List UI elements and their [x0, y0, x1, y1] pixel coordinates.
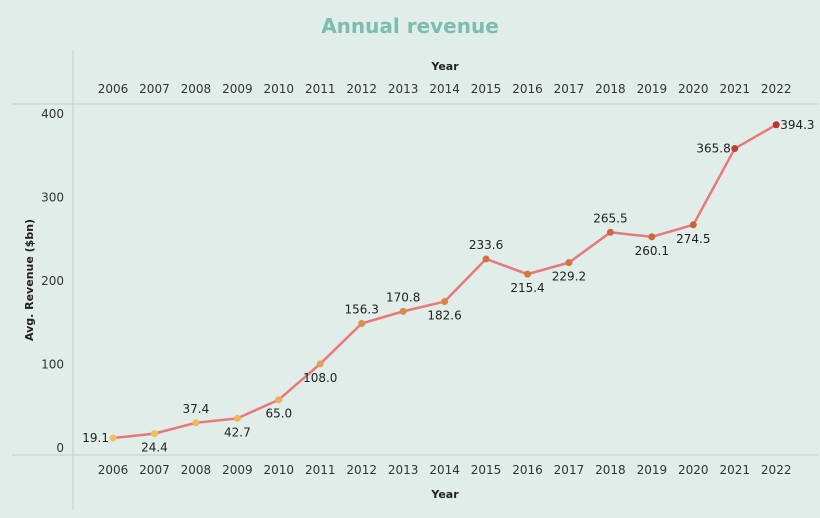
- x-tick-label-top: 2008: [181, 82, 212, 96]
- x-axis-title-bottom: Year: [430, 488, 459, 501]
- data-point: [150, 430, 158, 438]
- x-tick-label-top: 2014: [429, 82, 460, 96]
- data-point: [648, 233, 656, 241]
- chart-frame: [12, 50, 818, 510]
- data-point: [731, 145, 739, 153]
- data-point: [606, 228, 614, 236]
- x-tick-label-top: 2012: [346, 82, 377, 96]
- data-label: 394.3: [780, 118, 814, 132]
- x-tick-label-bottom: 2007: [139, 463, 170, 477]
- revenue-line: [112, 123, 777, 440]
- x-tick-label-bottom: 2022: [761, 463, 792, 477]
- data-point: [524, 270, 531, 278]
- x-tick-label-top: 2019: [637, 82, 668, 96]
- x-tick-label-bottom: 2011: [305, 463, 336, 477]
- x-axis-title-top: Year: [430, 60, 459, 73]
- data-point: [689, 221, 697, 229]
- x-tick-label-bottom: 2017: [554, 463, 585, 477]
- x-tick-label-top: 2017: [554, 82, 585, 96]
- series-line: [112, 123, 777, 440]
- data-point: [772, 121, 780, 129]
- y-tick-label: 200: [41, 274, 64, 288]
- x-tick-label-bottom: 2010: [264, 463, 295, 477]
- data-label: 108.0: [303, 371, 337, 385]
- data-label: 19.1: [82, 431, 109, 445]
- data-label: 182.6: [427, 309, 461, 323]
- x-tick-label-top: 2016: [512, 82, 543, 96]
- data-label: 233.6: [469, 238, 503, 252]
- x-tick-label-top: 2010: [264, 82, 295, 96]
- data-point: [316, 360, 324, 368]
- data-label: 265.5: [593, 211, 627, 225]
- data-label: 365.8: [696, 142, 730, 156]
- data-label: 260.1: [635, 244, 669, 258]
- y-tick-label: 100: [41, 358, 64, 372]
- x-tick-label-top: 2018: [595, 82, 626, 96]
- data-point: [482, 255, 490, 263]
- data-label: 37.4: [183, 402, 210, 416]
- data-point: [192, 419, 200, 427]
- x-tick-label-top: 2013: [388, 82, 419, 96]
- y-tick-label: 0: [56, 441, 64, 455]
- x-tick-label-bottom: 2020: [678, 463, 709, 477]
- x-tick-label-bottom: 2016: [512, 463, 543, 477]
- data-point: [358, 319, 366, 327]
- y-tick-label: 400: [41, 107, 64, 121]
- x-tick-label-bottom: 2009: [222, 463, 253, 477]
- series-points: [109, 121, 780, 442]
- data-point: [399, 307, 407, 315]
- x-tick-label-top: 2021: [719, 82, 750, 96]
- x-tick-label-top: 2022: [761, 82, 792, 96]
- x-tick-label-bottom: 2019: [637, 463, 668, 477]
- x-tick-label-bottom: 2006: [98, 463, 129, 477]
- x-tick-label-bottom: 2012: [346, 463, 377, 477]
- data-point: [441, 298, 449, 306]
- data-label: 215.4: [510, 281, 544, 295]
- data-label: 42.7: [224, 425, 251, 439]
- x-tick-label-top: 2020: [678, 82, 709, 96]
- x-tick-label-bottom: 2015: [471, 463, 502, 477]
- data-label: 170.8: [386, 290, 420, 304]
- data-label: 229.2: [552, 270, 586, 284]
- y-tick-label: 300: [41, 191, 64, 205]
- data-point: [275, 396, 283, 404]
- data-labels: 19.1 24.4 37.4 42.7 65.0 108.0 156.3 170.8 182.6…: [82, 118, 814, 455]
- data-point: [565, 259, 573, 267]
- data-label: 24.4: [141, 441, 168, 455]
- x-tick-label-bottom: 2018: [595, 463, 626, 477]
- data-point: [233, 414, 241, 422]
- x-tick-label-bottom: 2014: [429, 463, 460, 477]
- x-tick-label-bottom: 2021: [719, 463, 750, 477]
- x-tick-label-bottom: 2008: [181, 463, 212, 477]
- y-axis-title: Avg. Revenue ($bn): [23, 219, 36, 341]
- x-tick-label-top: 2011: [305, 82, 336, 96]
- data-label: 65.0: [265, 407, 292, 421]
- x-tick-label-top: 2015: [471, 82, 502, 96]
- data-point: [109, 434, 117, 442]
- chart-title: Annual revenue: [321, 14, 499, 38]
- data-label: 156.3: [345, 302, 379, 316]
- x-tick-label-top: 2006: [98, 82, 129, 96]
- x-tick-label-bottom: 2013: [388, 463, 419, 477]
- axis-ticks: 2006 2006 2007 2007 2008 2008 2009 2009 2010 2010…: [41, 82, 791, 477]
- x-tick-label-top: 2009: [222, 82, 253, 96]
- x-tick-label-top: 2007: [139, 82, 170, 96]
- data-label: 274.5: [676, 232, 710, 246]
